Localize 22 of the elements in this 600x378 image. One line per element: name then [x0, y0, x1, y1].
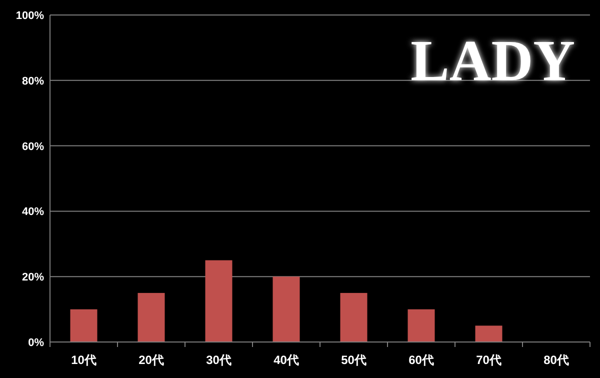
x-tick-label: 70代 [476, 353, 502, 367]
y-tick-label: 80% [22, 75, 44, 88]
x-tick-label: 50代 [341, 353, 366, 367]
y-tick-label: 20% [22, 272, 44, 284]
chart-title: LADY [410, 28, 575, 93]
bar [70, 309, 98, 342]
x-tick-label: 60代 [408, 353, 434, 367]
y-tick-label: 0% [28, 337, 44, 349]
x-tick-label: 20代 [138, 353, 164, 367]
x-tick-label: 30代 [206, 353, 232, 367]
y-tick-label: 60% [22, 140, 44, 153]
bar [475, 326, 502, 342]
x-tick-label: 40代 [274, 353, 299, 367]
bar [340, 292, 368, 342]
bar [272, 276, 300, 342]
bar [138, 292, 165, 342]
bar [205, 260, 232, 342]
bar [408, 309, 435, 342]
x-tick-label: 10代 [71, 353, 96, 367]
x-tick-label: 80代 [544, 353, 569, 367]
y-tick-label: 40% [22, 206, 44, 218]
y-tick-label: 100% [16, 10, 44, 22]
